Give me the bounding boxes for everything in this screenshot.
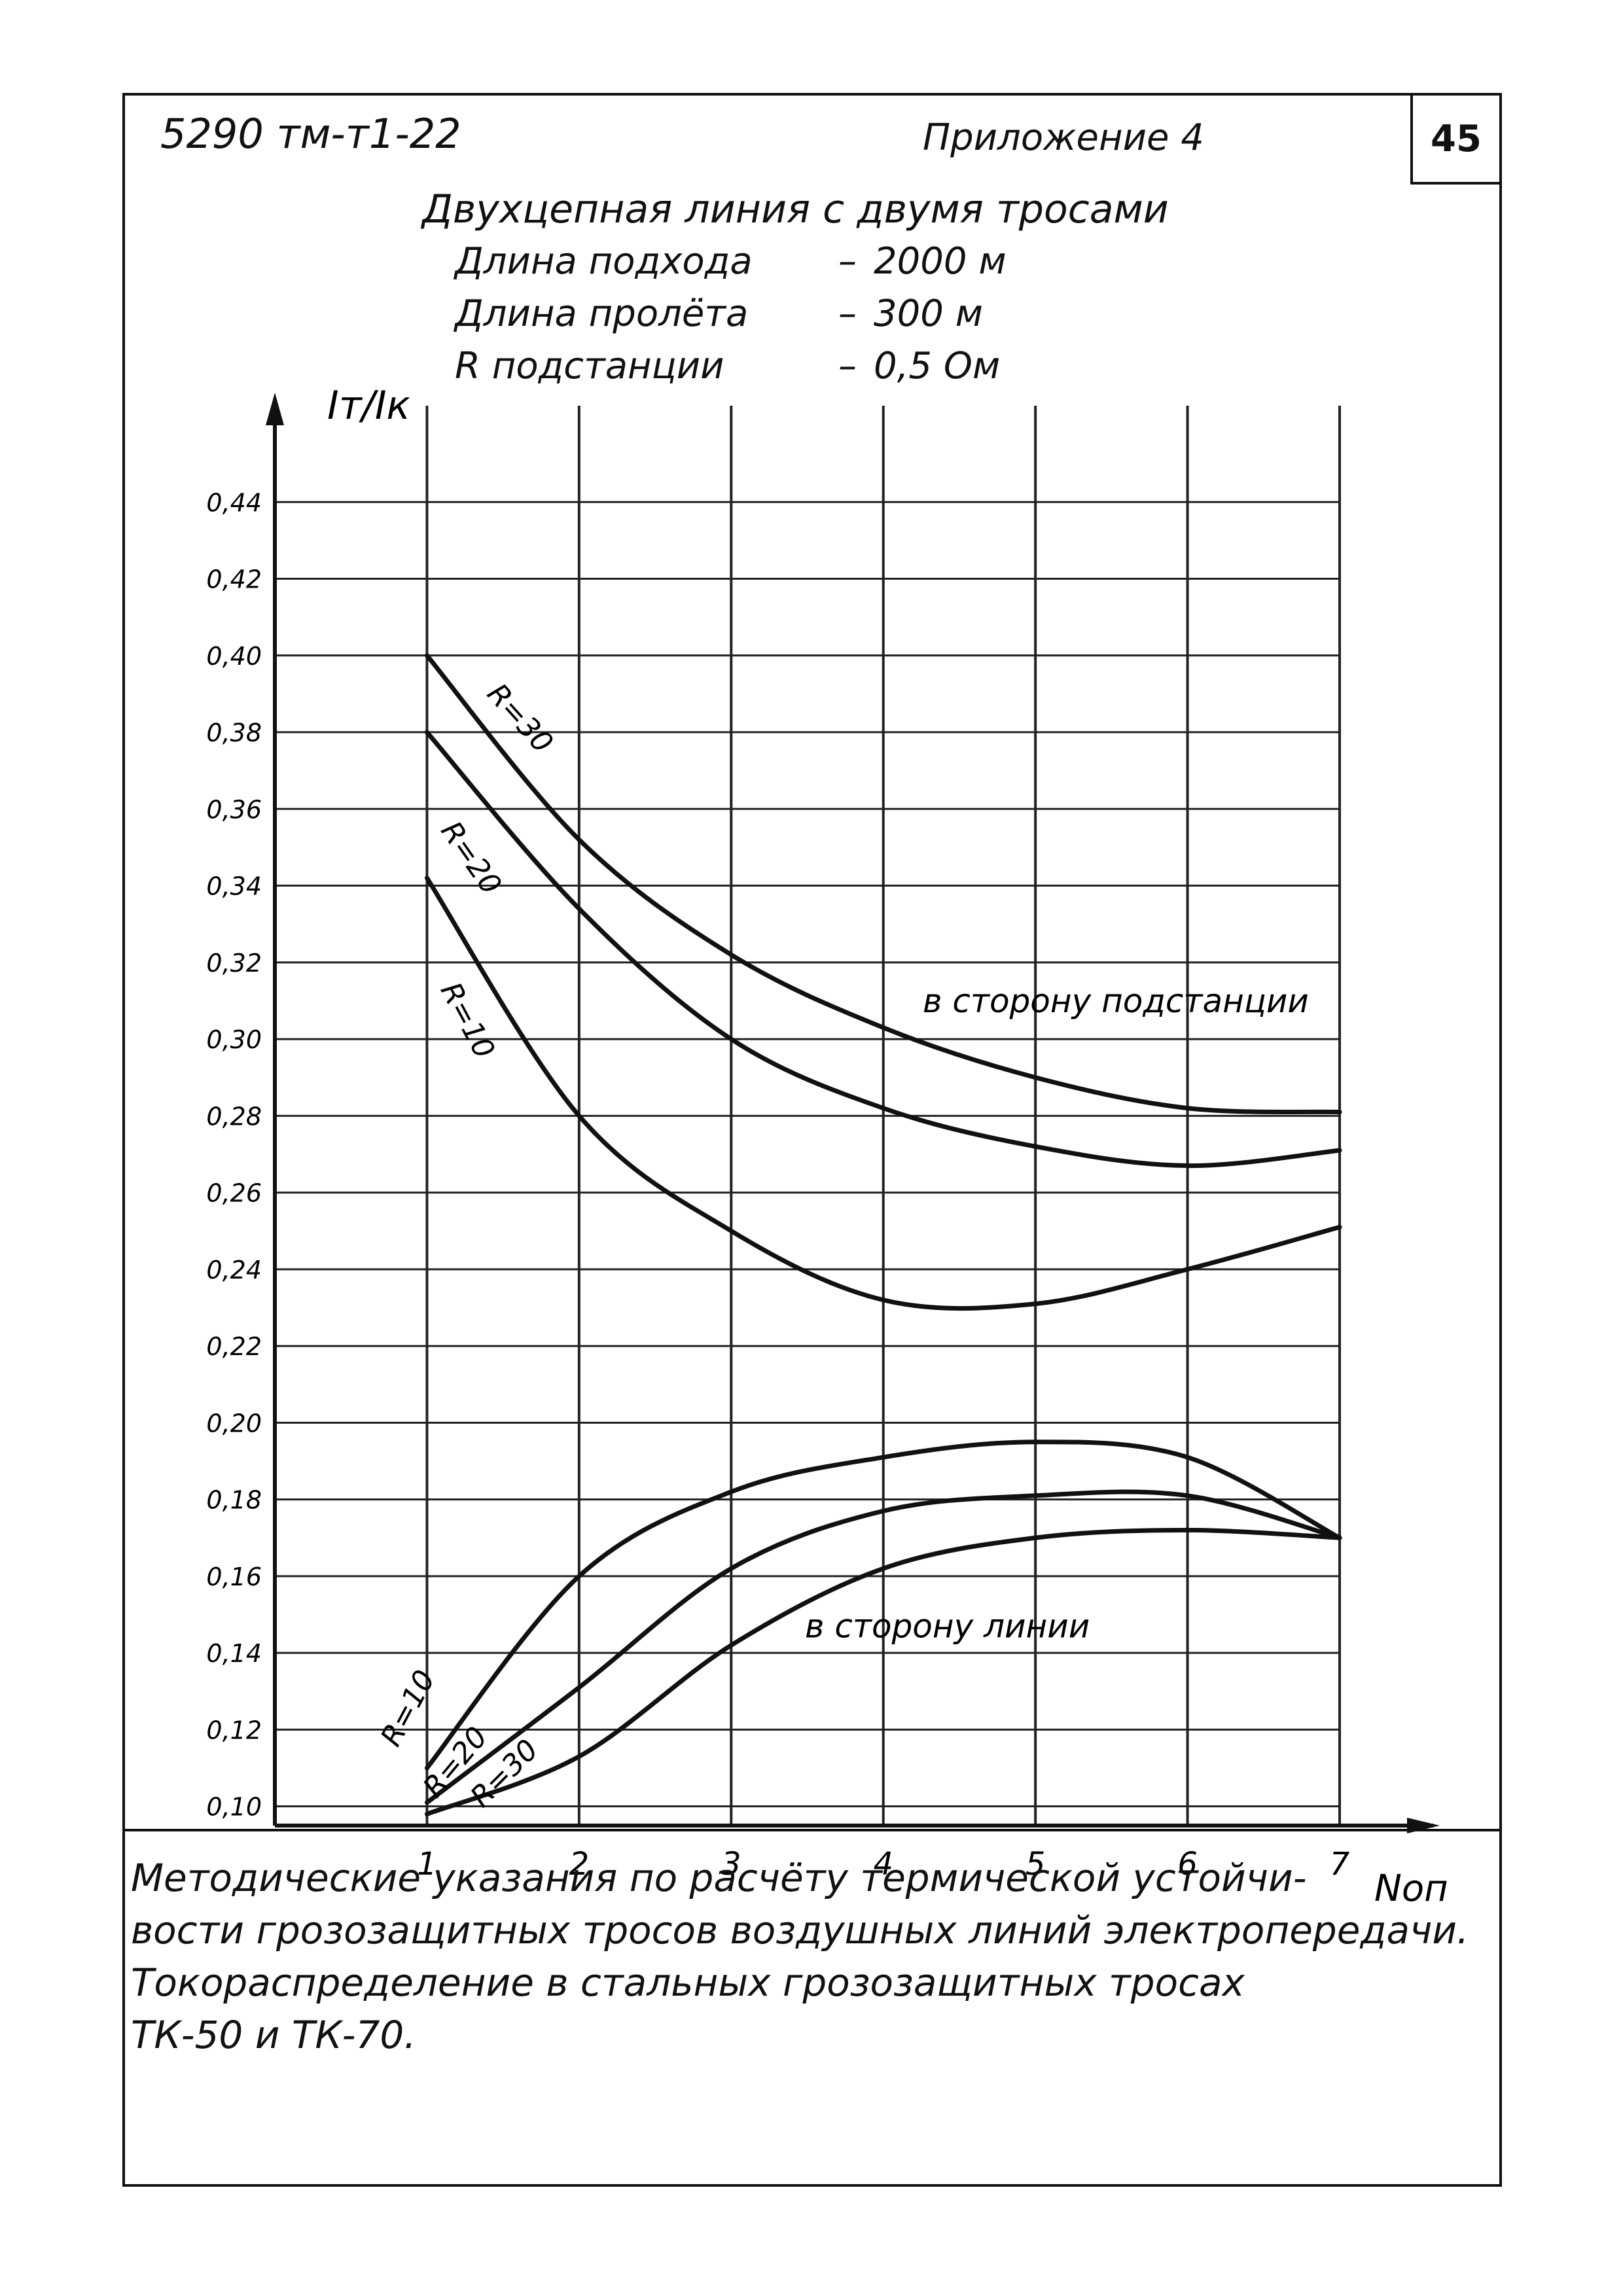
series-line bbox=[424, 1489, 1342, 1805]
param-value: 0,5 Ом bbox=[874, 345, 1001, 387]
series-line bbox=[424, 1528, 1342, 1816]
series-label: R=10 bbox=[374, 1665, 442, 1752]
x-tick-label: 5 bbox=[1026, 1846, 1046, 1882]
y-tick-label: 0,12 bbox=[206, 1716, 262, 1744]
series-label: R=10 bbox=[434, 977, 501, 1064]
group-label-line: в сторону линии bbox=[805, 1608, 1090, 1646]
x-axis-arrow bbox=[1407, 1818, 1440, 1833]
series-line bbox=[424, 653, 1342, 1115]
footer-line: Методические указания по расчёту термиче… bbox=[131, 1856, 1307, 1900]
y-tick-label: 0,24 bbox=[206, 1256, 262, 1284]
series-line bbox=[424, 875, 1342, 1311]
y-tick-label: 0,32 bbox=[206, 949, 262, 978]
series-line bbox=[424, 1439, 1342, 1771]
param-label: Длина пролёта bbox=[455, 292, 749, 335]
series-label: R=20 bbox=[434, 815, 508, 900]
y-tick-label: 0,22 bbox=[206, 1332, 262, 1361]
drawing-frame bbox=[122, 93, 1502, 2187]
series-label: R=30 bbox=[480, 677, 559, 760]
param-row-substation: R подстанции –0,5 Ом bbox=[455, 345, 1001, 387]
y-tick-label: 0,28 bbox=[206, 1102, 262, 1131]
x-tick-label: 1 bbox=[417, 1846, 437, 1882]
grid bbox=[275, 406, 1342, 1826]
param-label: R подстанции bbox=[455, 345, 724, 387]
series-lines bbox=[424, 653, 1342, 1816]
footer-line: ТК-50 и ТК-70. bbox=[131, 2013, 416, 2057]
param-row-approach: Длина подхода –2000 м bbox=[455, 240, 1007, 283]
footer-line: вости грозозащитных тросов воздушных лин… bbox=[131, 1908, 1469, 1952]
series-line bbox=[424, 730, 1342, 1169]
param-label: Длина подхода bbox=[455, 240, 753, 283]
y-tick-label: 0,10 bbox=[206, 1793, 262, 1822]
title-line: Двухцепная линия с двумя тросами bbox=[422, 186, 1169, 232]
y-tick-label: 0,30 bbox=[206, 1025, 262, 1054]
y-tick-label: 0,40 bbox=[206, 642, 262, 671]
footer-text: Методические указания по расчёту термиче… bbox=[131, 1852, 1486, 2061]
y-axis-label: Iт/Iк bbox=[327, 383, 410, 429]
param-row-span: Длина пролёта –300 м bbox=[455, 292, 983, 335]
y-tick-label: 0,18 bbox=[206, 1486, 262, 1515]
y-tick-label: 0,26 bbox=[206, 1179, 262, 1208]
param-value: 300 м bbox=[874, 292, 983, 335]
x-axis-label: Nоп bbox=[1374, 1867, 1448, 1910]
param-value: 2000 м bbox=[874, 240, 1007, 283]
x-tick-label: 4 bbox=[873, 1846, 893, 1882]
x-tick-label: 3 bbox=[721, 1846, 741, 1882]
y-tick-label: 0,14 bbox=[206, 1639, 262, 1668]
y-tick-label: 0,20 bbox=[206, 1409, 262, 1438]
sheet-number: 45 bbox=[1410, 93, 1502, 185]
y-tick-label: 0,36 bbox=[206, 795, 262, 824]
y-tick-label: 0,34 bbox=[206, 872, 262, 901]
axes bbox=[266, 393, 1440, 1833]
y-tick-label: 0,44 bbox=[206, 488, 262, 517]
y-tick-label: 0,38 bbox=[206, 718, 262, 747]
footer-line: Токораспределение в стальных грозозащитн… bbox=[131, 1960, 1245, 2005]
document-code: 5290 тм-т1-22 bbox=[160, 110, 461, 158]
x-tick-label: 6 bbox=[1177, 1846, 1198, 1882]
x-tick-label: 7 bbox=[1330, 1846, 1350, 1882]
group-label-substation: в сторону подстанции bbox=[923, 982, 1309, 1020]
y-tick-label: 0,16 bbox=[206, 1563, 262, 1591]
y-tick-label: 0,42 bbox=[206, 565, 262, 594]
y-axis-arrow bbox=[266, 393, 284, 425]
appendix-label: Приложение 4 bbox=[923, 116, 1204, 159]
chart-labels: 1 2 3 4 5 6 7 0,10 0,12 0,14 0,16 0,18 0,20 0,22 0,24 0… bbox=[206, 383, 1448, 1910]
x-tick-label: 2 bbox=[569, 1846, 590, 1882]
footer-divider bbox=[122, 1829, 1502, 1831]
